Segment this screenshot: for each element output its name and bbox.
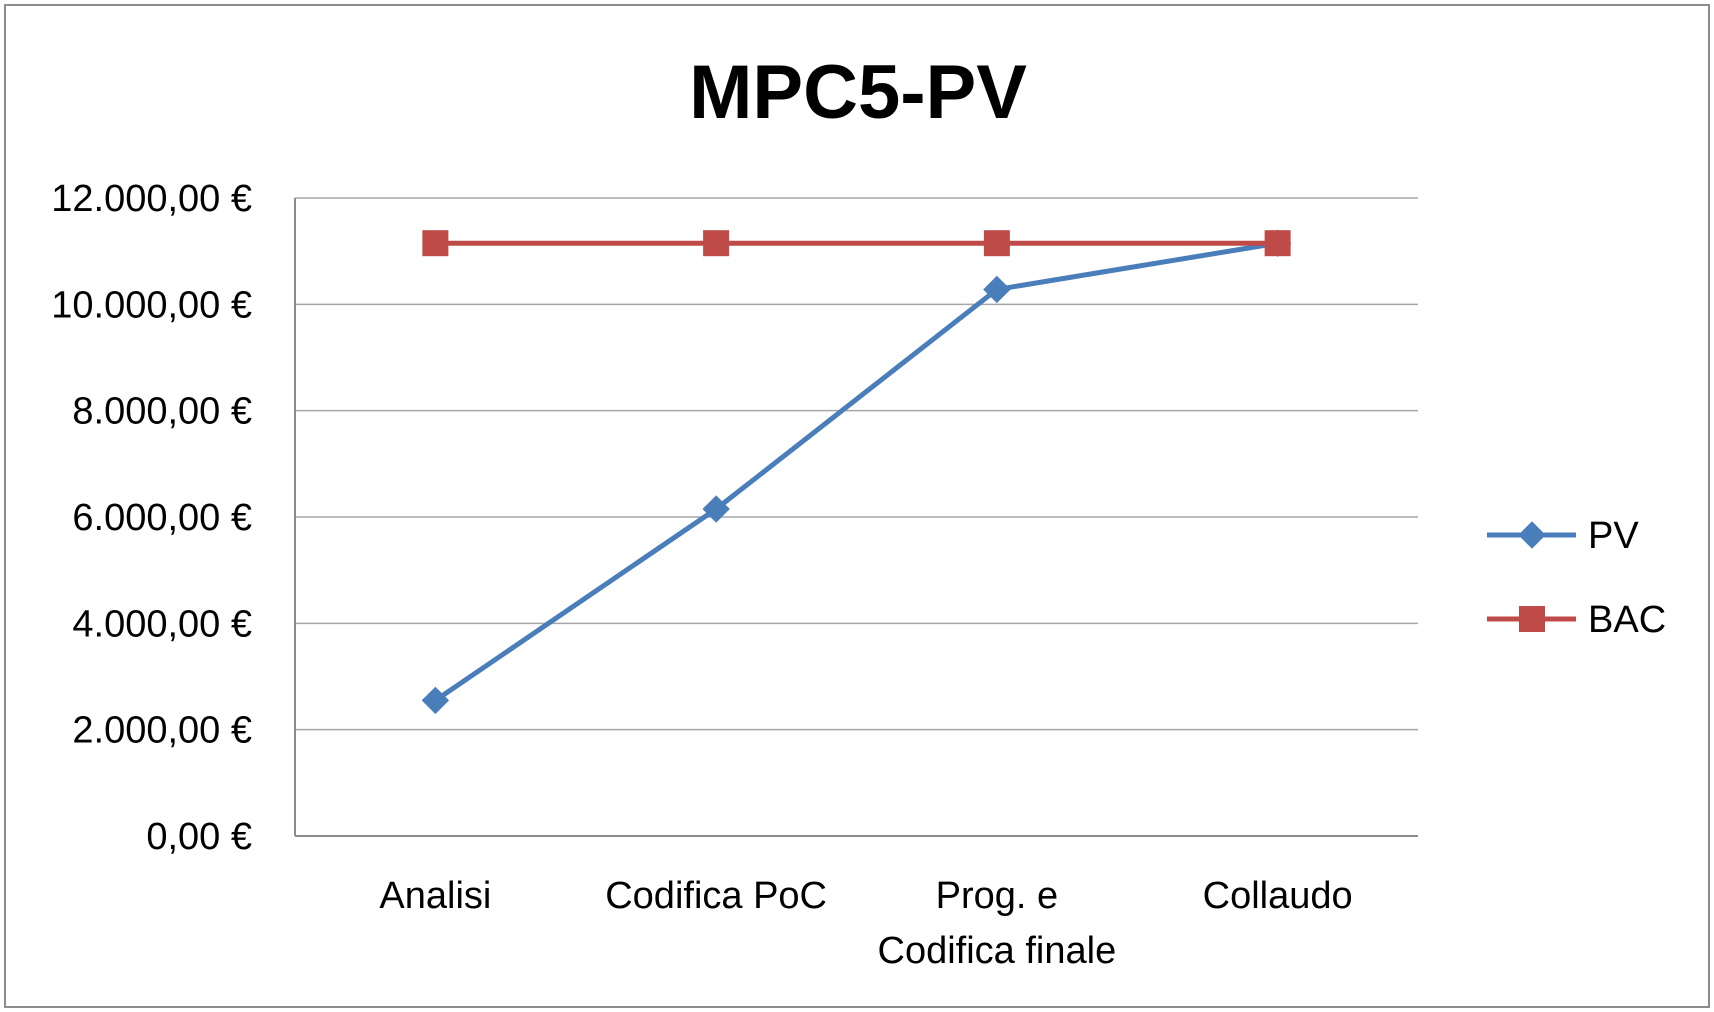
y-tick-label: 10.000,00 € bbox=[51, 284, 252, 326]
data-point-pv bbox=[702, 495, 730, 523]
gridlines bbox=[295, 197, 1418, 731]
x-tick-label: Collaudo bbox=[1203, 875, 1353, 917]
series-line-pv bbox=[433, 240, 1279, 703]
data-point-bac bbox=[1264, 230, 1291, 257]
y-tick-label: 4.000,00 € bbox=[72, 603, 252, 645]
y-tick-label: 0,00 € bbox=[146, 816, 252, 858]
legend-label: BAC bbox=[1588, 599, 1666, 641]
x-tick-label: Analisi bbox=[379, 875, 491, 917]
legend: PV BAC bbox=[1487, 515, 1666, 641]
data-point-bac bbox=[983, 230, 1010, 257]
series bbox=[421, 229, 1292, 715]
x-tick-label: Prog. e Codifica finale bbox=[878, 875, 1117, 972]
data-point-bac bbox=[422, 230, 449, 257]
x-tick-label: Codifica PoC bbox=[605, 875, 827, 917]
y-tick-label: 2.000,00 € bbox=[72, 710, 252, 752]
chart-title: MPC5-PV bbox=[689, 50, 1027, 135]
legend-marker bbox=[1518, 521, 1546, 549]
data-point-bac bbox=[703, 230, 730, 257]
data-point-pv bbox=[983, 275, 1011, 304]
axes bbox=[294, 198, 1418, 837]
legend-item-pv: PV bbox=[1487, 515, 1639, 557]
series-bac bbox=[422, 230, 1291, 257]
y-axis-tick-labels: 0,00 € 2.000,00 € 4.000,00 € 6.000,00 € 8.00… bbox=[51, 178, 252, 858]
y-tick-label: 6.000,00 € bbox=[72, 497, 252, 539]
legend-marker bbox=[1519, 606, 1545, 632]
chart-frame bbox=[4, 4, 1710, 1008]
legend-item-bac: BAC bbox=[1487, 599, 1666, 641]
y-tick-label: 8.000,00 € bbox=[72, 391, 252, 433]
legend-label: PV bbox=[1588, 515, 1639, 557]
y-tick-label: 12.000,00 € bbox=[51, 178, 252, 220]
series-pv bbox=[421, 229, 1292, 715]
data-point-pv bbox=[421, 686, 450, 715]
x-axis-tick-labels: Analisi Codifica PoC Prog. e Codifica final… bbox=[379, 875, 1352, 972]
